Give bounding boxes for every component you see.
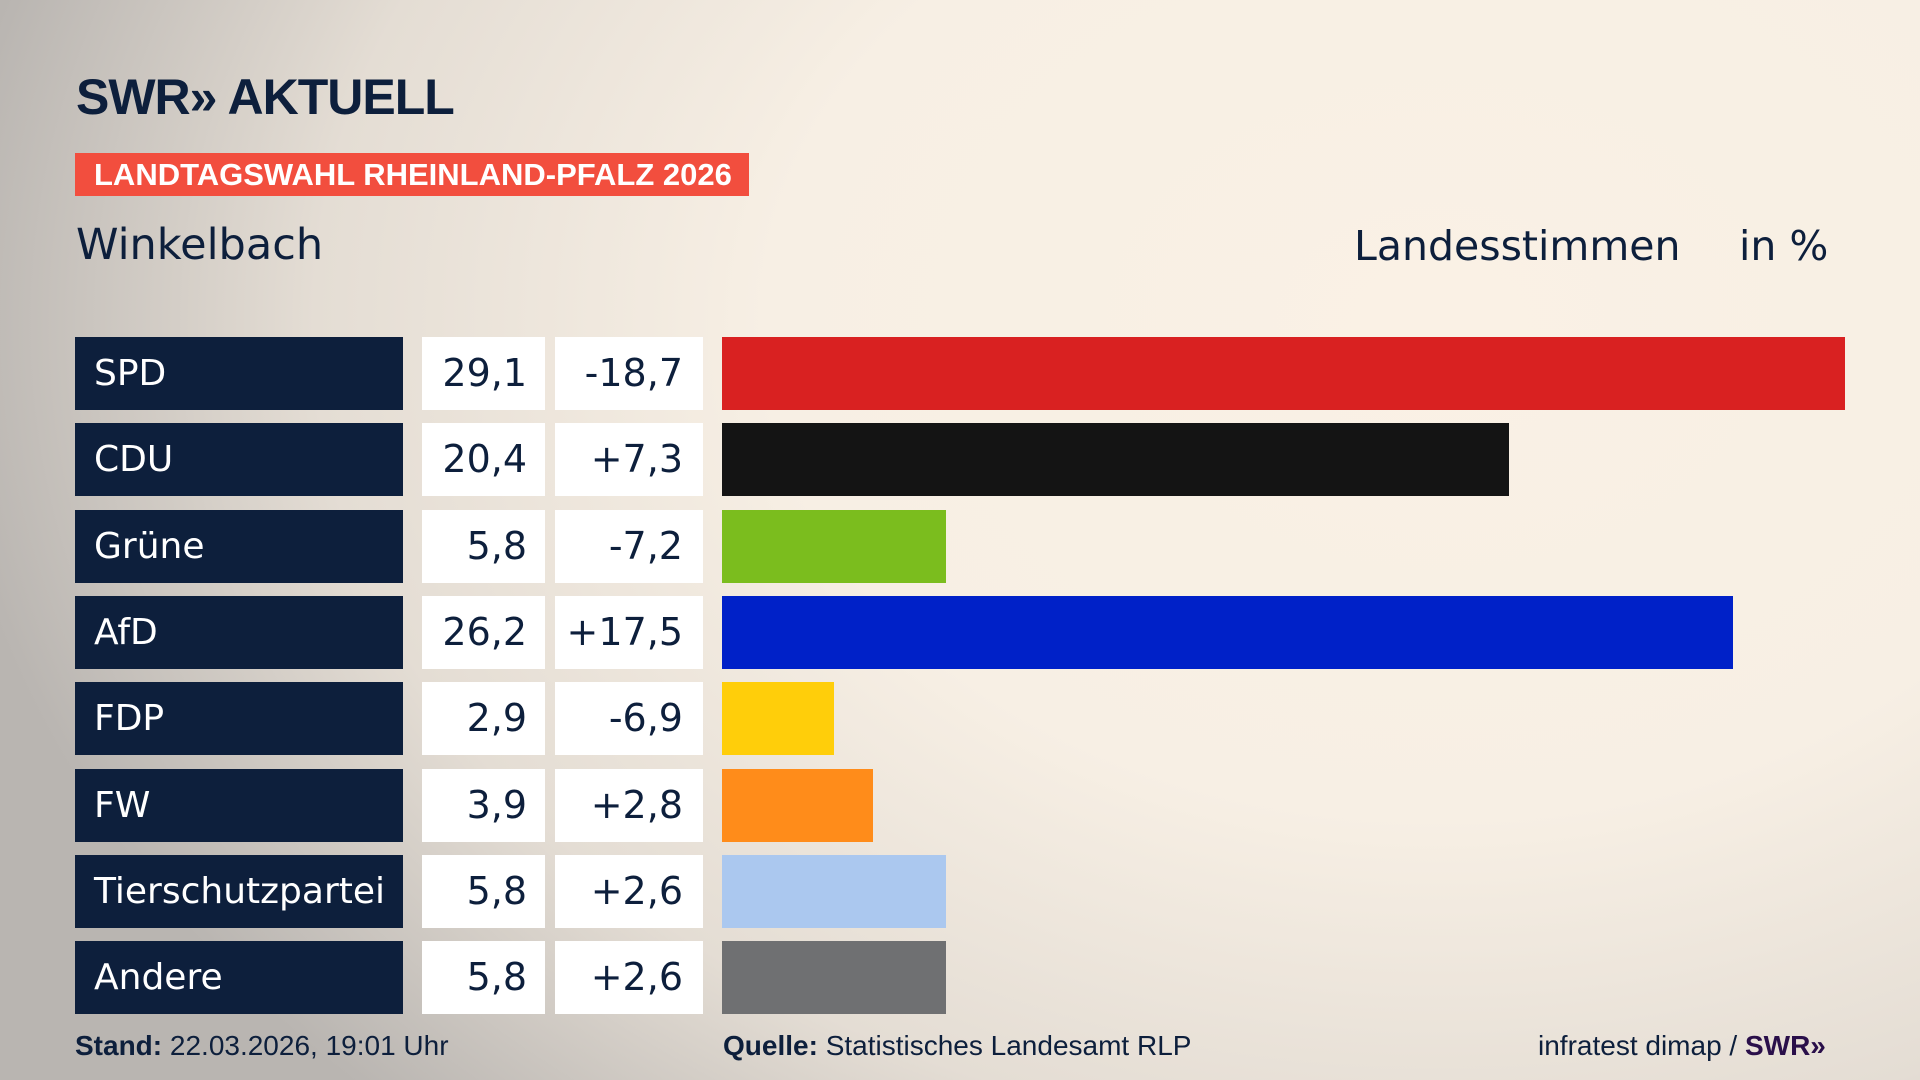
region-title: Winkelbach — [76, 220, 324, 270]
result-row: SPD 29,1 -18,7 — [0, 337, 1920, 410]
credit-text: infratest dimap / — [1538, 1030, 1738, 1061]
vote-change-value: -18,7 — [555, 337, 703, 410]
vote-change-value: +2,8 — [555, 768, 703, 842]
party-label: AfD — [75, 595, 403, 669]
vote-share-bar — [722, 423, 1510, 497]
vote-share-bar — [722, 941, 946, 1015]
vote-change-value: +2,6 — [555, 941, 703, 1015]
vote-share-value: 3,9 — [422, 768, 545, 842]
party-label: Tierschutzpartei — [75, 854, 403, 928]
stand-value: 22.03.2026, 19:01 Uhr — [169, 1030, 449, 1061]
vote-change-value: +7,3 — [555, 423, 703, 497]
stand-label: Stand: — [75, 1030, 163, 1061]
vote-share-bar — [722, 509, 946, 583]
party-label: SPD — [75, 337, 403, 410]
party-label: Grüne — [75, 509, 403, 583]
source-value: Statistisches Landesamt RLP — [825, 1030, 1192, 1061]
vote-share-bar — [722, 854, 946, 928]
vote-type-label: Landesstimmen — [1354, 222, 1681, 270]
party-label: FW — [75, 768, 403, 842]
vote-share-bar — [722, 768, 873, 842]
vote-change-value: +17,5 — [555, 595, 703, 669]
result-row: FW 3,9 +2,8 — [0, 768, 1920, 842]
footer-credit: infratest dimap / SWR» — [1538, 1030, 1826, 1062]
vote-share-value: 20,4 — [422, 423, 545, 497]
footer-source: Quelle: Statistisches Landesamt RLP — [723, 1030, 1191, 1062]
vote-share-value: 29,1 — [422, 337, 545, 410]
party-label: CDU — [75, 423, 403, 497]
result-row: Andere 5,8 +2,6 — [0, 941, 1920, 1015]
unit-label: in % — [1739, 222, 1829, 270]
vote-change-value: +2,6 — [555, 854, 703, 928]
vote-change-value: -7,2 — [555, 509, 703, 583]
vote-share-value: 26,2 — [422, 595, 545, 669]
result-row: Tierschutzpartei 5,8 +2,6 — [0, 854, 1920, 928]
vote-share-bar — [722, 337, 1845, 410]
swr-aktuell-logo: SWR» AKTUELL — [76, 69, 455, 125]
vote-share-value: 5,8 — [422, 941, 545, 1015]
party-label: Andere — [75, 941, 403, 1015]
party-label: FDP — [75, 682, 403, 756]
source-label: Quelle: — [723, 1030, 818, 1061]
vote-share-bar — [722, 595, 1734, 669]
vote-change-value: -6,9 — [555, 682, 703, 756]
result-row: CDU 20,4 +7,3 — [0, 423, 1920, 497]
result-row: FDP 2,9 -6,9 — [0, 682, 1920, 756]
vote-share-value: 5,8 — [422, 854, 545, 928]
swr-logo-small: SWR» — [1744, 1030, 1826, 1061]
vote-share-bar — [722, 682, 834, 756]
result-row: Grüne 5,8 -7,2 — [0, 509, 1920, 583]
vote-share-value: 2,9 — [422, 682, 545, 756]
election-banner: LANDTAGSWAHL RHEINLAND-PFALZ 2026 — [75, 153, 749, 196]
footer-stand: Stand: 22.03.2026, 19:01 Uhr — [75, 1030, 449, 1062]
vote-share-value: 5,8 — [422, 509, 545, 583]
result-row: AfD 26,2 +17,5 — [0, 595, 1920, 669]
